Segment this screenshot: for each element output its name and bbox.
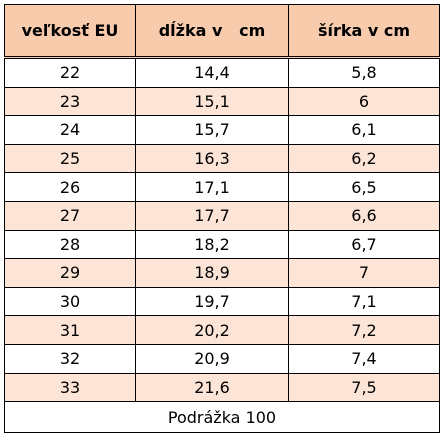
table-cell: 7,2: [288, 315, 440, 345]
table-cell: 6,1: [288, 115, 440, 145]
table-body: 22 14,4 5,8 23 15,1 6 24 15,7 6,1 25 16,3 6,2 26 17,1…: [4, 57, 440, 434]
table-cell: 23: [4, 86, 136, 117]
table-cell: 5,8: [288, 57, 440, 88]
table-cell: 30: [4, 286, 136, 317]
table-cell: 7,5: [288, 372, 440, 403]
table-cell: 6,5: [288, 172, 440, 202]
table-cell: 17,1: [135, 172, 289, 202]
table-row: 33 21,6 7,5: [4, 372, 440, 403]
header-cell: šírka v cm: [288, 4, 440, 59]
table-cell: 27: [4, 200, 136, 231]
table-cell: 19,7: [135, 286, 289, 317]
table-cell: 20,2: [135, 315, 289, 345]
table-cell: 6,6: [288, 200, 440, 231]
table-cell: 14,4: [135, 57, 289, 88]
header-row: veľkosť EU dĺžka v cm šírka v cm: [4, 4, 440, 59]
table-cell: 6,2: [288, 143, 440, 174]
table-cell: 18,2: [135, 229, 289, 260]
table-cell: 7,1: [288, 286, 440, 317]
table-cell: 26: [4, 172, 136, 202]
table-cell: 18,9: [135, 258, 289, 288]
table-cell: 7: [288, 258, 440, 288]
table-row: 22 14,4 5,8: [4, 57, 440, 88]
header-cell: dĺžka v cm: [135, 4, 289, 59]
table-row: 25 16,3 6,2: [4, 143, 440, 174]
footer-row: Podrážka 100: [4, 401, 440, 434]
table-cell: 6: [288, 86, 440, 117]
footer-cell: Podrážka 100: [4, 401, 440, 434]
table-cell: 20,9: [135, 343, 289, 374]
table-cell: 15,1: [135, 86, 289, 117]
table-cell: 28: [4, 229, 136, 260]
table-cell: 24: [4, 115, 136, 145]
size-table: veľkosť EU dĺžka v cm šírka v cm 22 14,4 5,8…: [4, 4, 440, 434]
table-cell: 33: [4, 372, 136, 403]
table-cell: 15,7: [135, 115, 289, 145]
table-row: 32 20,9 7,4: [4, 343, 440, 374]
table-row: 30 19,7 7,1: [4, 286, 440, 317]
table-row: 23 15,1 6: [4, 86, 440, 117]
table-cell: 29: [4, 258, 136, 288]
table-row: 24 15,7 6,1: [4, 115, 440, 145]
table-row: 27 17,7 6,6: [4, 200, 440, 231]
table-row: 29 18,9 7: [4, 258, 440, 288]
table-row: 26 17,1 6,5: [4, 172, 440, 202]
table-row: 31 20,2 7,2: [4, 315, 440, 345]
table-cell: 32: [4, 343, 136, 374]
table-cell: 31: [4, 315, 136, 345]
table-cell: 7,4: [288, 343, 440, 374]
table-row: 28 18,2 6,7: [4, 229, 440, 260]
table-cell: 6,7: [288, 229, 440, 260]
size-table-container: veľkosť EU dĺžka v cm šírka v cm 22 14,4 5,8…: [4, 4, 440, 434]
table-cell: 25: [4, 143, 136, 174]
header-cell: veľkosť EU: [4, 4, 136, 59]
table-cell: 21,6: [135, 372, 289, 403]
table-cell: 16,3: [135, 143, 289, 174]
table-cell: 22: [4, 57, 136, 88]
table-cell: 17,7: [135, 200, 289, 231]
